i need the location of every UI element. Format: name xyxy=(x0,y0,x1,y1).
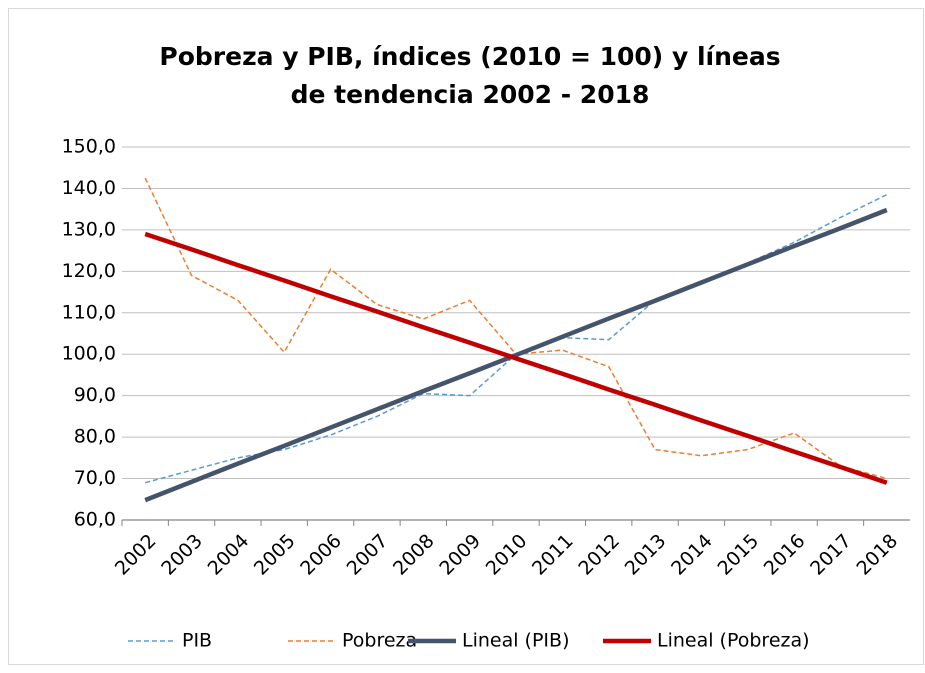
x-tick-label: 2004 xyxy=(204,530,254,580)
chart-title: Pobreza y PIB, índices (2010 = 100) y lí… xyxy=(159,42,781,109)
series-line xyxy=(144,177,888,480)
legend-label: Lineal (PIB) xyxy=(462,630,569,652)
y-tick-label: 110,0 xyxy=(62,301,116,323)
y-tick-label: 140,0 xyxy=(62,177,116,199)
legend-label: Pobreza xyxy=(342,630,417,652)
y-tick-label: 120,0 xyxy=(62,260,116,282)
y-tick-label: 60,0 xyxy=(74,509,116,531)
y-tick-label: 150,0 xyxy=(62,136,116,158)
x-tick-label: 2012 xyxy=(574,530,624,580)
chart-border xyxy=(8,8,924,665)
x-tick-label: 2014 xyxy=(667,530,717,580)
x-tick-label: 2008 xyxy=(389,530,439,580)
x-tick-label: 2017 xyxy=(806,530,856,580)
x-tick-label: 2009 xyxy=(435,530,485,580)
x-tick-label: 2005 xyxy=(250,530,300,580)
x-tick-label: 2007 xyxy=(343,530,393,580)
x-tick-label: 2010 xyxy=(482,530,532,580)
y-tick-label: 90,0 xyxy=(74,384,116,406)
series-line xyxy=(144,207,888,503)
y-tick-label: 130,0 xyxy=(62,218,116,240)
x-tick-label: 2006 xyxy=(296,530,346,580)
legend-label: PIB xyxy=(182,630,212,652)
x-tick-label: 2016 xyxy=(760,530,810,580)
x-tick-label: 2015 xyxy=(713,530,763,580)
legend-label: Lineal (Pobreza) xyxy=(657,630,810,652)
series-line xyxy=(144,231,888,485)
y-tick-label: 70,0 xyxy=(74,467,116,489)
x-tick-label: 2011 xyxy=(528,530,578,580)
x-tick-label: 2013 xyxy=(621,530,671,580)
x-tick-label: 2002 xyxy=(111,530,161,580)
y-tick-label: 100,0 xyxy=(62,343,116,365)
y-tick-label: 80,0 xyxy=(74,426,116,448)
x-tick-label: 2018 xyxy=(852,530,902,580)
x-tick-label: 2003 xyxy=(157,530,207,580)
